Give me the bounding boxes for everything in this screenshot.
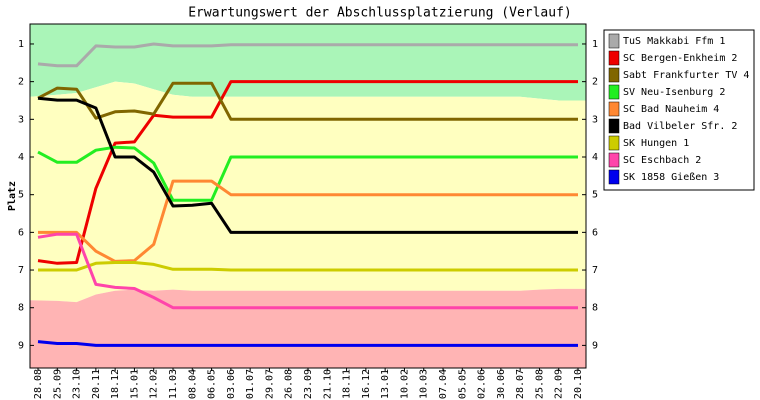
x-tick-label: 29.07 xyxy=(264,369,275,399)
series-line xyxy=(37,232,578,310)
x-tick-label: 10.03 xyxy=(419,369,430,399)
legend-label: SC Bergen-Enkheim 2 xyxy=(623,53,737,64)
series-line xyxy=(37,81,578,121)
legend-swatch xyxy=(608,118,620,134)
y-tick-label-right: 4 xyxy=(592,152,598,163)
series-line xyxy=(37,80,578,265)
legend-swatch xyxy=(608,67,620,83)
legend-swatch xyxy=(608,169,620,185)
zone-middle xyxy=(30,81,586,303)
legend-label: Sabt Frankfurter TV 4 xyxy=(623,70,749,81)
x-tick-label: 15.01 xyxy=(129,369,140,399)
legend-swatch xyxy=(608,152,620,168)
x-tick-label: 12.02 xyxy=(149,369,160,399)
y-tick-label-right: 1 xyxy=(592,39,598,50)
x-tick-label: 26.08 xyxy=(284,369,295,399)
x-tick-label: 18.11 xyxy=(342,369,353,399)
y-tick-label-right: 2 xyxy=(592,77,598,88)
x-tick-label: 08.04 xyxy=(187,369,198,399)
x-tick-label: 01.07 xyxy=(245,369,256,399)
series-line xyxy=(37,96,578,234)
legend-label: SC Bad Nauheim 4 xyxy=(623,104,719,115)
y-tick-label-right: 8 xyxy=(592,303,598,314)
x-tick-label: 20.10 xyxy=(573,369,584,399)
y-tick-label-right: 6 xyxy=(592,227,598,238)
x-tick-label: 05.05 xyxy=(457,369,468,399)
chart-title: Erwartungswert der Abschlussplatzierung … xyxy=(188,6,572,21)
x-tick-label: 07.04 xyxy=(438,369,449,399)
y-tick-label: 9 xyxy=(18,340,24,351)
x-tick-label: 06.05 xyxy=(207,369,218,399)
y-tick-label: 4 xyxy=(18,152,24,163)
series-line xyxy=(38,179,578,263)
y-tick-label-right: 9 xyxy=(592,340,598,351)
x-tick-label: 03.06 xyxy=(226,369,237,399)
y-tick-label: 2 xyxy=(18,77,24,88)
y-axis-label: Platz xyxy=(7,181,18,211)
legend-box xyxy=(603,29,755,191)
y-tick-label-right: 5 xyxy=(592,190,598,201)
x-tick-label: 22.09 xyxy=(554,369,565,399)
x-tick-label: 23.09 xyxy=(303,369,314,399)
x-tick-label: 02.06 xyxy=(477,369,488,399)
legend-label: SC Eschbach 2 xyxy=(623,155,701,166)
zone-bottom xyxy=(30,288,586,368)
y-tick-label: 1 xyxy=(18,39,24,50)
x-tick-label: 28.07 xyxy=(515,369,526,399)
series-line xyxy=(37,145,578,202)
y-tick-label: 5 xyxy=(18,190,24,201)
series-line xyxy=(37,42,578,68)
legend-swatch xyxy=(608,50,620,66)
y-tick-label: 7 xyxy=(18,265,24,276)
x-tick-label: 10.02 xyxy=(399,369,410,399)
legend-swatch xyxy=(608,84,620,100)
legend-swatch xyxy=(608,135,620,151)
x-tick-label: 20.11 xyxy=(91,369,102,399)
legend-label: Bad Vilbeler Sfr. 2 xyxy=(623,121,737,132)
legend-label: TuS Makkabi Ffm 1 xyxy=(623,36,725,47)
y-tick-label: 6 xyxy=(18,227,24,238)
x-tick-label: 25.08 xyxy=(534,369,545,399)
y-tick-label-right: 3 xyxy=(592,114,598,125)
series-line xyxy=(37,340,578,347)
x-tick-label: 25.09 xyxy=(52,369,63,399)
x-tick-label: 23.10 xyxy=(72,369,83,399)
x-tick-label: 28.08 xyxy=(33,369,44,399)
legend-swatch xyxy=(608,101,620,117)
legend-label: SV Neu-Isenburg 2 xyxy=(623,87,725,98)
y-tick-label: 3 xyxy=(18,114,24,125)
x-tick-label: 30.06 xyxy=(496,369,507,399)
legend-swatch xyxy=(608,33,620,49)
y-tick-label: 8 xyxy=(18,303,24,314)
y-tick-label-right: 7 xyxy=(592,265,598,276)
legend-label: SK Hungen 1 xyxy=(623,138,689,149)
legend-label: SK 1858 Gießen 3 xyxy=(623,172,719,183)
x-tick-label: 13.01 xyxy=(380,369,391,399)
x-tick-label: 11.03 xyxy=(168,369,179,399)
x-tick-label: 18.12 xyxy=(110,369,121,399)
series-line xyxy=(38,261,578,272)
x-tick-label: 21.10 xyxy=(322,369,333,399)
x-tick-label: 16.12 xyxy=(361,369,372,399)
